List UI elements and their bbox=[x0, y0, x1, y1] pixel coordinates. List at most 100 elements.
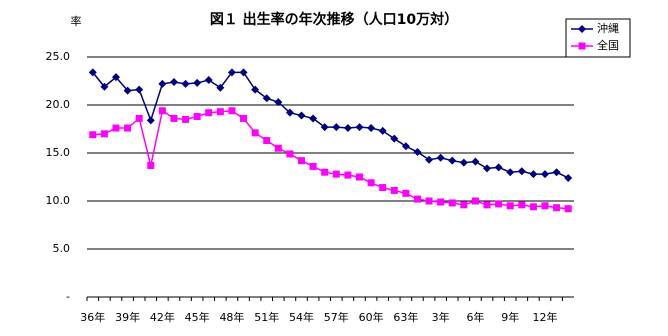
point bbox=[100, 130, 108, 138]
point bbox=[517, 167, 526, 176]
point bbox=[413, 195, 421, 203]
x-tick-label: 51年 bbox=[254, 310, 279, 324]
x-tick-label: 12年 bbox=[533, 310, 558, 324]
y-tick-label: 5.0 bbox=[53, 242, 71, 255]
point bbox=[216, 83, 225, 92]
point bbox=[262, 94, 271, 103]
series-line bbox=[92, 71, 569, 179]
point bbox=[297, 111, 306, 120]
x-tick-label: 63年 bbox=[393, 310, 418, 324]
chart-title: 図１ 出生率の年次推移（人口10万対） bbox=[210, 11, 458, 28]
point bbox=[169, 77, 178, 86]
point bbox=[332, 170, 340, 178]
y-tick-label: 15.0 bbox=[46, 146, 71, 159]
legend-box bbox=[565, 18, 631, 58]
point bbox=[378, 126, 387, 135]
point bbox=[111, 73, 120, 82]
point bbox=[147, 161, 155, 169]
point bbox=[390, 186, 398, 194]
point bbox=[343, 124, 352, 133]
y-tick-label: 10.0 bbox=[46, 194, 71, 207]
point bbox=[564, 205, 572, 213]
point bbox=[182, 115, 190, 123]
point bbox=[344, 171, 352, 179]
point bbox=[506, 202, 514, 210]
point bbox=[100, 82, 109, 91]
point bbox=[146, 116, 155, 125]
point bbox=[205, 109, 213, 117]
point bbox=[193, 113, 201, 121]
point bbox=[471, 197, 479, 205]
point bbox=[112, 124, 120, 132]
point bbox=[89, 131, 97, 139]
point bbox=[541, 170, 550, 179]
point bbox=[379, 184, 387, 192]
point bbox=[309, 162, 317, 170]
point bbox=[401, 142, 410, 151]
point bbox=[460, 201, 468, 209]
point bbox=[332, 123, 341, 132]
point bbox=[367, 124, 376, 133]
point bbox=[483, 201, 491, 209]
y-tick-label: - bbox=[66, 290, 70, 303]
point bbox=[553, 204, 561, 212]
point bbox=[240, 114, 248, 122]
point bbox=[459, 158, 468, 167]
point bbox=[367, 179, 375, 187]
point bbox=[227, 68, 236, 77]
point bbox=[204, 76, 213, 85]
point bbox=[135, 114, 143, 122]
point bbox=[88, 68, 97, 77]
point bbox=[448, 156, 457, 165]
point bbox=[263, 137, 271, 145]
x-tick-label: 48年 bbox=[219, 310, 244, 324]
point bbox=[158, 107, 166, 115]
x-tick-label: 60年 bbox=[359, 310, 384, 324]
legend-label: 全国 bbox=[597, 38, 619, 52]
x-tick-label: 6年 bbox=[466, 310, 484, 324]
point bbox=[320, 123, 329, 132]
point bbox=[274, 98, 283, 107]
point bbox=[251, 129, 259, 137]
point bbox=[578, 42, 586, 50]
point bbox=[541, 202, 549, 210]
point bbox=[425, 197, 433, 205]
point bbox=[390, 134, 399, 143]
point bbox=[135, 85, 144, 94]
point bbox=[170, 114, 178, 122]
point bbox=[239, 68, 248, 77]
x-tick-label: 9年 bbox=[501, 310, 519, 324]
point bbox=[286, 150, 294, 158]
point bbox=[402, 189, 410, 197]
point bbox=[529, 203, 537, 211]
point bbox=[193, 78, 202, 87]
point bbox=[552, 168, 561, 177]
point bbox=[285, 108, 294, 117]
point bbox=[483, 164, 492, 173]
x-tick-label: 54年 bbox=[289, 310, 314, 324]
point bbox=[274, 144, 282, 152]
point bbox=[578, 25, 586, 33]
x-tick-label: 39年 bbox=[115, 310, 140, 324]
point bbox=[495, 200, 503, 208]
y-tick-label: 20.0 bbox=[46, 98, 71, 111]
point bbox=[425, 155, 434, 164]
point bbox=[436, 153, 445, 162]
point bbox=[355, 173, 363, 181]
point bbox=[506, 168, 515, 177]
point bbox=[124, 124, 132, 132]
point bbox=[518, 201, 526, 209]
point bbox=[355, 123, 364, 132]
point bbox=[309, 114, 318, 123]
x-tick-label: 3年 bbox=[432, 310, 450, 324]
x-tick-label: 45年 bbox=[185, 310, 210, 324]
point bbox=[123, 86, 132, 95]
y-tick-label: 25.0 bbox=[46, 50, 71, 63]
point bbox=[181, 79, 190, 88]
point bbox=[216, 108, 224, 116]
point bbox=[413, 148, 422, 157]
point bbox=[529, 170, 538, 179]
point bbox=[251, 85, 260, 94]
y-axis-label: 率 bbox=[71, 14, 82, 28]
